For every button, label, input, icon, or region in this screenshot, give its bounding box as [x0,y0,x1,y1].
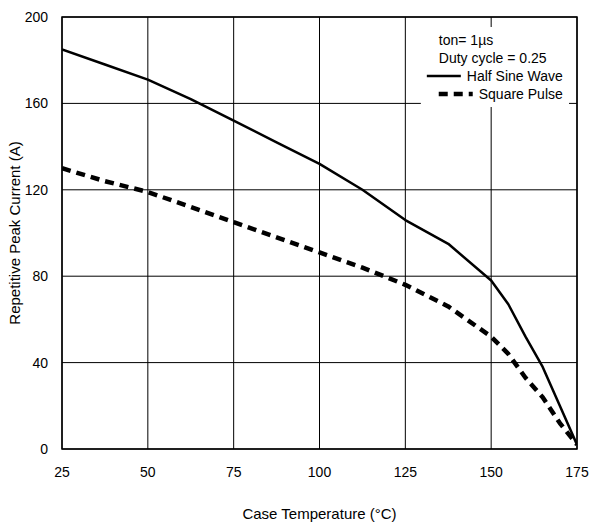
series-line [62,49,577,444]
x-tick-label: 150 [479,464,503,480]
x-tick-label: 100 [308,464,332,480]
y-tick-label: 80 [32,268,48,284]
grid-line-x [319,17,320,449]
series-line [62,168,577,444]
x-tick-label: 50 [140,464,156,480]
y-tick-label: 120 [25,182,49,198]
y-tick-label: 40 [32,355,48,371]
annotation: Duty cycle = 0.25 [439,50,547,66]
x-tick-label: 175 [565,464,589,480]
y-tick-label: 0 [40,441,48,457]
legend-label: Square Pulse [479,86,563,102]
chart: 25 50 75 100 125 150 175 0 40 80 120 160 200 Case Tem… [0,0,597,531]
grid-line-x [233,17,234,449]
plot-frame [62,17,577,449]
annotation: ton= 1µs [439,32,493,48]
legend-background [421,27,569,107]
x-axis-title: Case Temperature (°C) [242,505,396,522]
legend-label: Half Sine Wave [467,68,563,84]
series-group [62,49,577,444]
x-tick-label: 25 [54,464,70,480]
grid-line-y [62,276,577,277]
legend-swatch [427,75,461,78]
grid-line-x [405,17,406,449]
y-tick-label: 200 [25,9,49,25]
y-tick-label: 160 [25,95,49,111]
legend: ton= 1µs Duty cycle = 0.25 Half Sine Wave S… [421,27,569,107]
x-tick-label: 125 [394,464,418,480]
grid-line-y [62,362,577,363]
legend-swatch [439,92,473,97]
background [0,0,597,531]
y-axis-title: Repetitive Peak Current (A) [6,141,23,324]
x-tick-label: 75 [226,464,242,480]
grid-line-x [147,17,148,449]
